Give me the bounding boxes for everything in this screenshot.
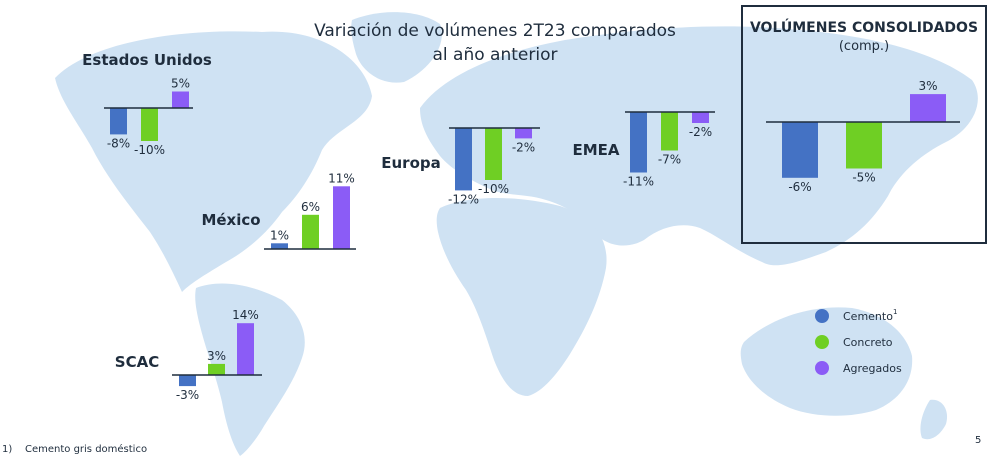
legend-swatch-concreto <box>815 335 829 349</box>
map-europe-asia <box>420 26 978 266</box>
consolidated-box <box>741 5 987 244</box>
bar-emea-concreto <box>661 112 678 151</box>
footnote: 1) Cemento gris doméstico <box>2 443 147 455</box>
legend-label-agregados: Agregados <box>843 362 902 375</box>
bar-emea-agregados <box>692 112 709 123</box>
data-label-emea-concreto: -7% <box>658 153 681 167</box>
region-label-europa: Europa <box>381 154 441 172</box>
page-number: 5 <box>975 435 981 446</box>
bar-estados-unidos-concreto <box>141 108 158 141</box>
bar-group-emea: -11% -7% -2% <box>623 111 715 189</box>
data-label-mexico-concreto: 6% <box>301 200 320 214</box>
map-new-zealand <box>920 399 948 440</box>
data-label-estados-unidos-agregados: 5% <box>171 77 190 91</box>
chart-title-line1: Variación de volúmenes 2T23 comparados <box>314 21 676 41</box>
region-label-emea: EMEA <box>572 141 619 159</box>
legend: Cemento 1 Concreto Agregados <box>815 308 902 375</box>
bar-estados-unidos-agregados <box>172 91 189 108</box>
bar-group-europa: -12%-10% -2% <box>448 127 540 206</box>
map-north-america <box>55 31 372 293</box>
legend-swatch-agregados <box>815 361 829 375</box>
bar-europa-cemento <box>455 128 472 191</box>
bar-consolidado-cemento <box>782 122 818 178</box>
bar-group-consolidado: -6% -5% 3% <box>766 79 960 194</box>
bar-europa-concreto <box>485 128 502 180</box>
bar-group-estados-unidos: -8% -10% 5% <box>104 77 193 157</box>
map-australia <box>740 307 913 416</box>
legend-label-concreto: Concreto <box>843 336 893 349</box>
data-label-consolidado-cemento: -6% <box>788 180 811 194</box>
data-label-europa-concreto: -10% <box>478 182 509 196</box>
data-label-emea-cemento: -11% <box>623 175 654 189</box>
world-map-background <box>55 12 978 456</box>
consolidated-subtitle: (comp.) <box>839 39 889 54</box>
data-label-consolidado-agregados: 3% <box>918 79 937 93</box>
bar-europa-agregados <box>515 128 532 139</box>
data-label-emea-agregados: -2% <box>689 125 712 139</box>
bar-groups: -8% -10%5%1%6%11%-3%3%14%-12%-10%-2%-11%-… <box>104 77 960 402</box>
data-label-mexico-cemento: 1% <box>270 228 289 242</box>
data-label-scac-cemento: -3% <box>176 388 199 402</box>
legend-label-cemento: Cemento <box>843 310 893 323</box>
bar-consolidado-agregados <box>910 94 946 122</box>
bar-emea-cemento <box>630 112 647 173</box>
bar-estados-unidos-cemento <box>110 108 127 135</box>
bar-mexico-concreto <box>302 214 319 249</box>
bar-mexico-cemento <box>271 243 288 249</box>
legend-swatch-cemento <box>815 309 829 323</box>
data-label-mexico-agregados: 11% <box>328 171 355 185</box>
bar-scac-agregados <box>237 323 254 375</box>
map-greenland <box>351 12 442 83</box>
bar-scac-cemento <box>179 375 196 387</box>
region-label-scac: SCAC <box>115 353 159 371</box>
bar-scac-concreto <box>208 363 225 375</box>
bar-consolidado-concreto <box>846 122 882 169</box>
consolidated-title: VOLÚMENES CONSOLIDADOS <box>750 18 978 36</box>
bar-group-scac: -3% 3% 14% <box>172 308 262 402</box>
data-label-scac-concreto: 3% <box>207 349 226 363</box>
region-label-estados-unidos: Estados Unidos <box>82 51 212 69</box>
bar-mexico-agregados <box>333 186 350 249</box>
map-africa <box>436 198 607 396</box>
data-label-scac-agregados: 14% <box>232 308 259 322</box>
bar-group-mexico: 1% 6% 11% <box>264 171 356 250</box>
legend-sup-cemento: 1 <box>893 308 897 316</box>
data-label-estados-unidos-cemento: -8% <box>107 136 130 150</box>
data-label-consolidado-concreto: -5% <box>852 171 875 185</box>
data-label-estados-unidos-concreto: -10% <box>134 143 165 157</box>
data-label-europa-cemento: -12% <box>448 192 479 206</box>
region-label-mexico: México <box>201 211 260 229</box>
data-label-europa-agregados: -2% <box>512 140 535 154</box>
chart-title-line2: al año anterior <box>433 45 558 65</box>
